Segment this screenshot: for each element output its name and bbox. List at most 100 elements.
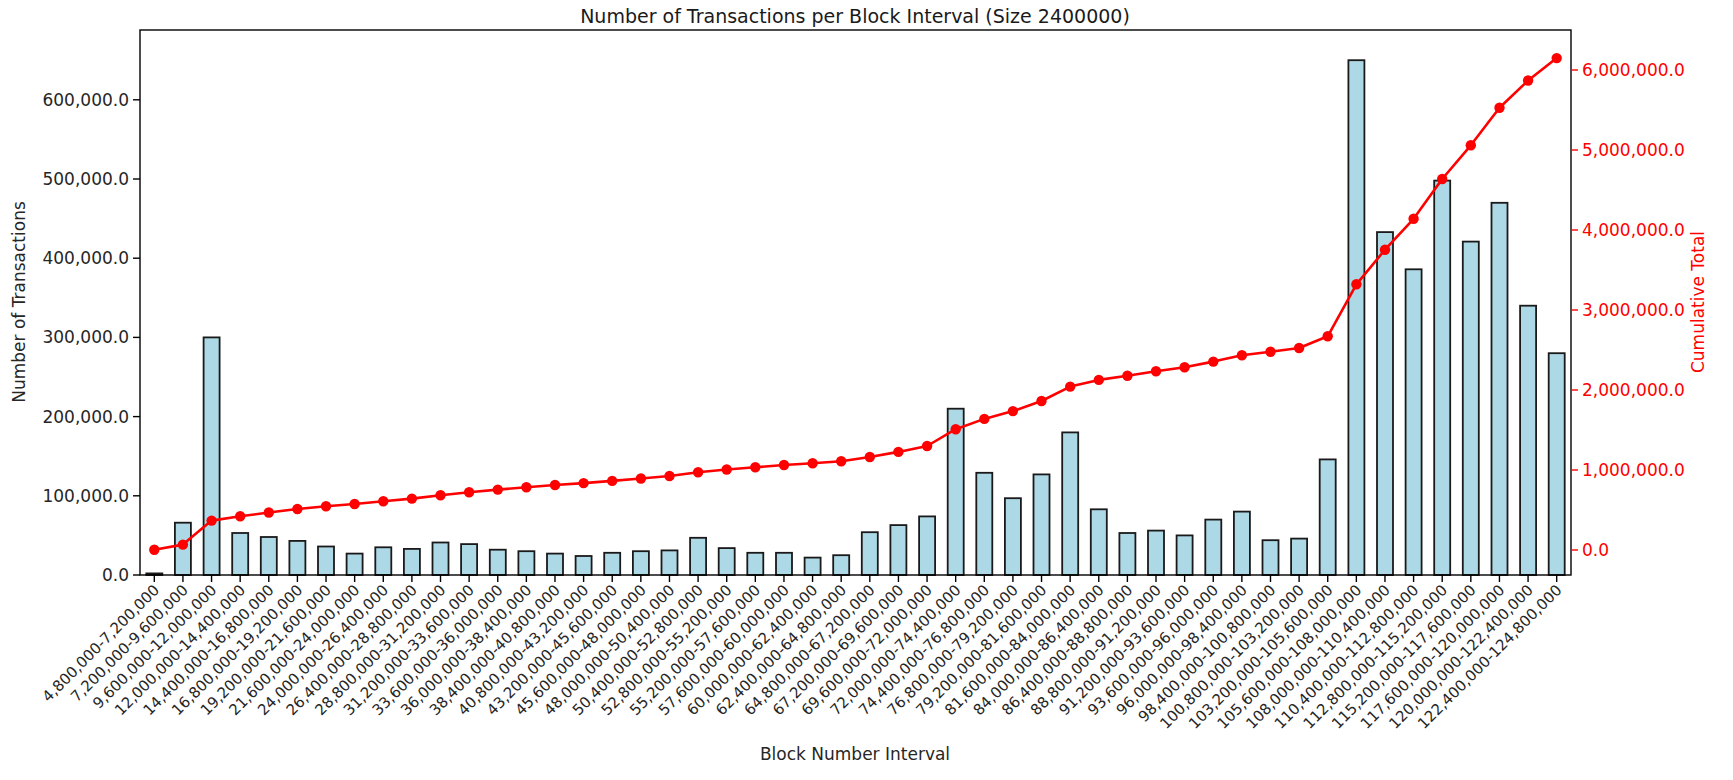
bar: [318, 547, 334, 576]
cumulative-point: [1523, 75, 1533, 85]
bar: [776, 553, 792, 575]
bar: [518, 551, 534, 575]
cumulative-point: [178, 539, 188, 549]
bar: [1177, 535, 1193, 575]
cumulative-point: [1552, 53, 1562, 63]
figure: 0.0100,000.0200,000.0300,000.0400,000.05…: [0, 0, 1733, 780]
bar: [1148, 531, 1164, 575]
bar: [232, 533, 248, 575]
right-tick-label: 0.0: [1582, 540, 1609, 560]
bar: [719, 548, 735, 575]
bar: [461, 544, 477, 575]
bar: [1205, 520, 1221, 575]
cumulative-point: [264, 507, 274, 517]
bar: [1549, 353, 1565, 575]
cumulative-point: [1065, 381, 1075, 391]
right-tick-label: 6,000,000.0: [1582, 60, 1685, 80]
cumulative-point: [206, 515, 216, 525]
cumulative-point: [407, 493, 417, 503]
left-tick-label: 300,000.0: [42, 327, 129, 347]
cumulative-point: [865, 452, 875, 462]
cumulative-point: [693, 467, 703, 477]
cumulative-point: [321, 501, 331, 511]
bar: [919, 516, 935, 575]
left-tick-label: 200,000.0: [42, 407, 129, 427]
cumulative-point: [636, 473, 646, 483]
cumulative-point: [922, 441, 932, 451]
cumulative-point: [578, 478, 588, 488]
cumulative-point: [521, 482, 531, 492]
bar: [289, 541, 305, 575]
left-tick-label: 600,000.0: [42, 90, 129, 110]
cumulative-point: [1408, 214, 1418, 224]
bar: [1034, 474, 1050, 575]
right-tick-label: 1,000,000.0: [1582, 460, 1685, 480]
cumulative-point: [1179, 362, 1189, 372]
bar: [375, 547, 391, 575]
cumulative-point: [1494, 103, 1504, 113]
cumulative-point: [149, 545, 159, 555]
left-tick-label: 0.0: [102, 565, 129, 585]
cumulative-point: [1008, 406, 1018, 416]
cumulative-point: [1208, 356, 1218, 366]
bar: [747, 553, 763, 575]
cumulative-point: [1437, 174, 1447, 184]
cumulative-point: [235, 511, 245, 521]
bar: [604, 553, 620, 575]
cumulative-point: [779, 460, 789, 470]
cumulative-point: [807, 458, 817, 468]
right-tick-label: 5,000,000.0: [1582, 140, 1685, 160]
cumulative-point: [1122, 371, 1132, 381]
bar: [1492, 203, 1508, 575]
cumulative-point: [1380, 245, 1390, 255]
cumulative-point: [1094, 375, 1104, 385]
right-tick-label: 3,000,000.0: [1582, 300, 1685, 320]
cumulative-point: [664, 471, 674, 481]
bar: [662, 550, 678, 575]
right-tick-label: 2,000,000.0: [1582, 380, 1685, 400]
bar: [1005, 498, 1021, 575]
cumulative-point: [292, 504, 302, 514]
cumulative-line: [154, 58, 1556, 550]
bar: [576, 556, 592, 575]
bar: [862, 532, 878, 575]
bar: [433, 543, 449, 576]
cumulative-point: [836, 456, 846, 466]
cumulative-point: [1323, 331, 1333, 341]
bar: [261, 537, 277, 575]
cumulative-point: [349, 499, 359, 509]
cumulative-point: [1151, 366, 1161, 376]
bar: [1520, 306, 1536, 575]
bar: [976, 473, 992, 575]
bar: [1348, 60, 1364, 575]
bar: [347, 554, 363, 575]
cumulative-point: [493, 484, 503, 494]
cumulative-point: [951, 424, 961, 434]
bar: [1320, 459, 1336, 575]
bar: [1463, 242, 1479, 575]
cumulative-point: [893, 447, 903, 457]
bar: [404, 549, 420, 575]
chart-title: Number of Transactions per Block Interva…: [580, 5, 1130, 27]
bar: [1263, 540, 1279, 575]
cumulative-point: [435, 490, 445, 500]
left-y-axis-label: Number of Transactions: [9, 201, 29, 403]
bar: [690, 538, 706, 575]
bar: [547, 554, 563, 575]
bar: [1119, 533, 1135, 575]
cumulative-point: [1294, 343, 1304, 353]
left-tick-label: 500,000.0: [42, 169, 129, 189]
bar: [490, 550, 506, 575]
x-axis-label: Block Number Interval: [760, 744, 950, 764]
cumulative-point: [1036, 396, 1046, 406]
cumulative-point: [750, 462, 760, 472]
cumulative-point: [722, 464, 732, 474]
bar: [1434, 181, 1450, 575]
cumulative-point: [550, 480, 560, 490]
right-tick-label: 4,000,000.0: [1582, 220, 1685, 240]
bar: [1062, 432, 1078, 575]
bar: [1234, 512, 1250, 575]
bar: [1406, 269, 1422, 575]
bar: [833, 555, 849, 575]
bar: [1291, 539, 1307, 575]
